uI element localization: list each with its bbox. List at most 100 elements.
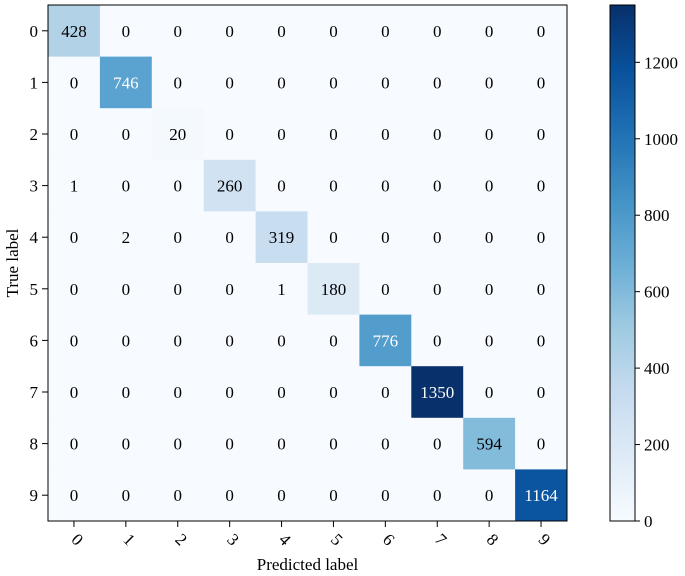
cell-value-label: 0 <box>433 73 442 92</box>
heatmap-cell <box>48 417 101 470</box>
cell-value-label: 1 <box>277 280 286 299</box>
cell-value-label: 0 <box>122 22 131 41</box>
x-tick-label: 4 <box>275 530 295 550</box>
heatmap-cell <box>359 211 412 264</box>
heatmap-cell <box>411 314 464 367</box>
colorbar-ticks: 0 200 400 600 800 1000 1200 <box>635 53 678 531</box>
heatmap-cell <box>255 159 308 212</box>
heatmap-cell <box>515 56 568 109</box>
cell-value-label: 0 <box>537 177 546 196</box>
heatmap-cell <box>255 263 308 316</box>
cell-value-label: 0 <box>433 22 442 41</box>
heatmap-cell <box>359 56 412 109</box>
heatmap-cell <box>411 108 464 161</box>
heatmap-cell <box>151 366 205 419</box>
heatmap-cell <box>515 366 568 419</box>
y-tick-label: 5 <box>30 280 39 299</box>
heatmap-cell <box>255 108 308 161</box>
heatmap-cell <box>151 263 205 316</box>
cell-value-label: 746 <box>113 73 139 92</box>
cell-value-label: 0 <box>174 280 183 299</box>
heatmap-cell <box>203 159 257 212</box>
x-tick-label: 9 <box>535 530 554 549</box>
heatmap-cell <box>307 417 360 470</box>
heatmap-cell <box>151 56 205 109</box>
cell-value-label: 0 <box>381 435 390 454</box>
colorbar-tick-label: 1200 <box>644 53 678 72</box>
y-tick-label: 3 <box>30 177 39 196</box>
heatmap-cell <box>307 108 360 161</box>
cell-value-label: 0 <box>174 331 183 350</box>
cell-value-label: 0 <box>433 435 442 454</box>
cell-value-label: 1350 <box>420 383 454 402</box>
heatmap-cell <box>203 263 257 316</box>
cell-value-label: 0 <box>277 383 286 402</box>
cell-value-label: 0 <box>485 22 494 41</box>
heatmap-cell <box>411 366 464 419</box>
heatmap-cell <box>463 417 516 470</box>
cell-value-label: 0 <box>381 22 390 41</box>
cell-value-labels: 428 0 0 0 0 0 0 0 0 00 746 0 0 0 0 0 0 0 00 0 20 0 0 0 0 0 0 01 0 0 26… <box>61 22 558 505</box>
cell-value-label: 0 <box>329 125 338 144</box>
cell-value-label: 0 <box>329 486 338 505</box>
heatmap-cell <box>307 5 360 58</box>
heatmap-cell <box>307 263 360 316</box>
heatmap-cell <box>203 469 257 522</box>
y-tick-label: 1 <box>30 73 39 92</box>
cell-value-label: 0 <box>277 177 286 196</box>
heatmap-cell <box>255 417 308 470</box>
cell-value-label: 0 <box>277 331 286 350</box>
heatmap-cell <box>255 5 308 58</box>
heatmap-cell <box>411 469 464 522</box>
cell-value-label: 0 <box>381 177 390 196</box>
cell-value-label: 0 <box>225 125 234 144</box>
cell-value-label: 0 <box>537 228 546 247</box>
cell-value-label: 0 <box>433 486 442 505</box>
heatmap-cell <box>463 314 516 367</box>
heatmap-cell <box>515 314 568 367</box>
cell-value-label: 180 <box>321 280 347 299</box>
x-tick-label: 5 <box>327 530 346 549</box>
heatmap-cell <box>99 417 153 470</box>
heatmap-cell <box>463 263 516 316</box>
heatmap-cell <box>48 469 101 522</box>
cell-value-label: 0 <box>433 228 442 247</box>
cell-value-label: 0 <box>70 73 79 92</box>
heatmap-cell <box>99 314 153 367</box>
cell-value-label: 0 <box>433 177 442 196</box>
cell-value-label: 0 <box>70 383 79 402</box>
heatmap-cell <box>99 366 153 419</box>
cell-value-label: 0 <box>174 228 183 247</box>
cell-value-label: 0 <box>485 383 494 402</box>
heatmap-cell <box>99 211 153 264</box>
heatmap-cell <box>411 5 464 58</box>
heatmap-cell <box>99 5 153 58</box>
heatmap-cell <box>99 108 153 161</box>
cell-value-label: 0 <box>225 22 234 41</box>
heatmap-cell <box>99 469 153 522</box>
heatmap-cell <box>255 366 308 419</box>
heatmap-cell <box>203 56 257 109</box>
cell-value-label: 428 <box>61 22 87 41</box>
heatmap-cell <box>359 314 412 367</box>
heatmap-cell <box>307 211 360 264</box>
cell-value-label: 0 <box>277 73 286 92</box>
cell-value-label: 0 <box>225 486 234 505</box>
heatmap-cell <box>48 108 101 161</box>
cell-value-label: 0 <box>277 435 286 454</box>
cell-value-label: 0 <box>122 280 131 299</box>
cell-value-label: 0 <box>381 228 390 247</box>
x-tick-label: 7 <box>431 530 451 550</box>
cell-value-label: 0 <box>174 383 183 402</box>
cell-value-label: 0 <box>329 228 338 247</box>
heatmap-cell <box>151 417 205 470</box>
cell-value-label: 0 <box>329 73 338 92</box>
heatmap-cell <box>411 211 464 264</box>
heatmap-cell <box>515 5 568 58</box>
heatmap-cell <box>411 159 464 212</box>
cell-value-label: 0 <box>174 73 183 92</box>
colorbar-tick-label: 600 <box>644 283 670 302</box>
heatmap-cell <box>255 314 308 367</box>
cell-value-label: 0 <box>277 22 286 41</box>
heatmap-cell <box>359 5 412 58</box>
